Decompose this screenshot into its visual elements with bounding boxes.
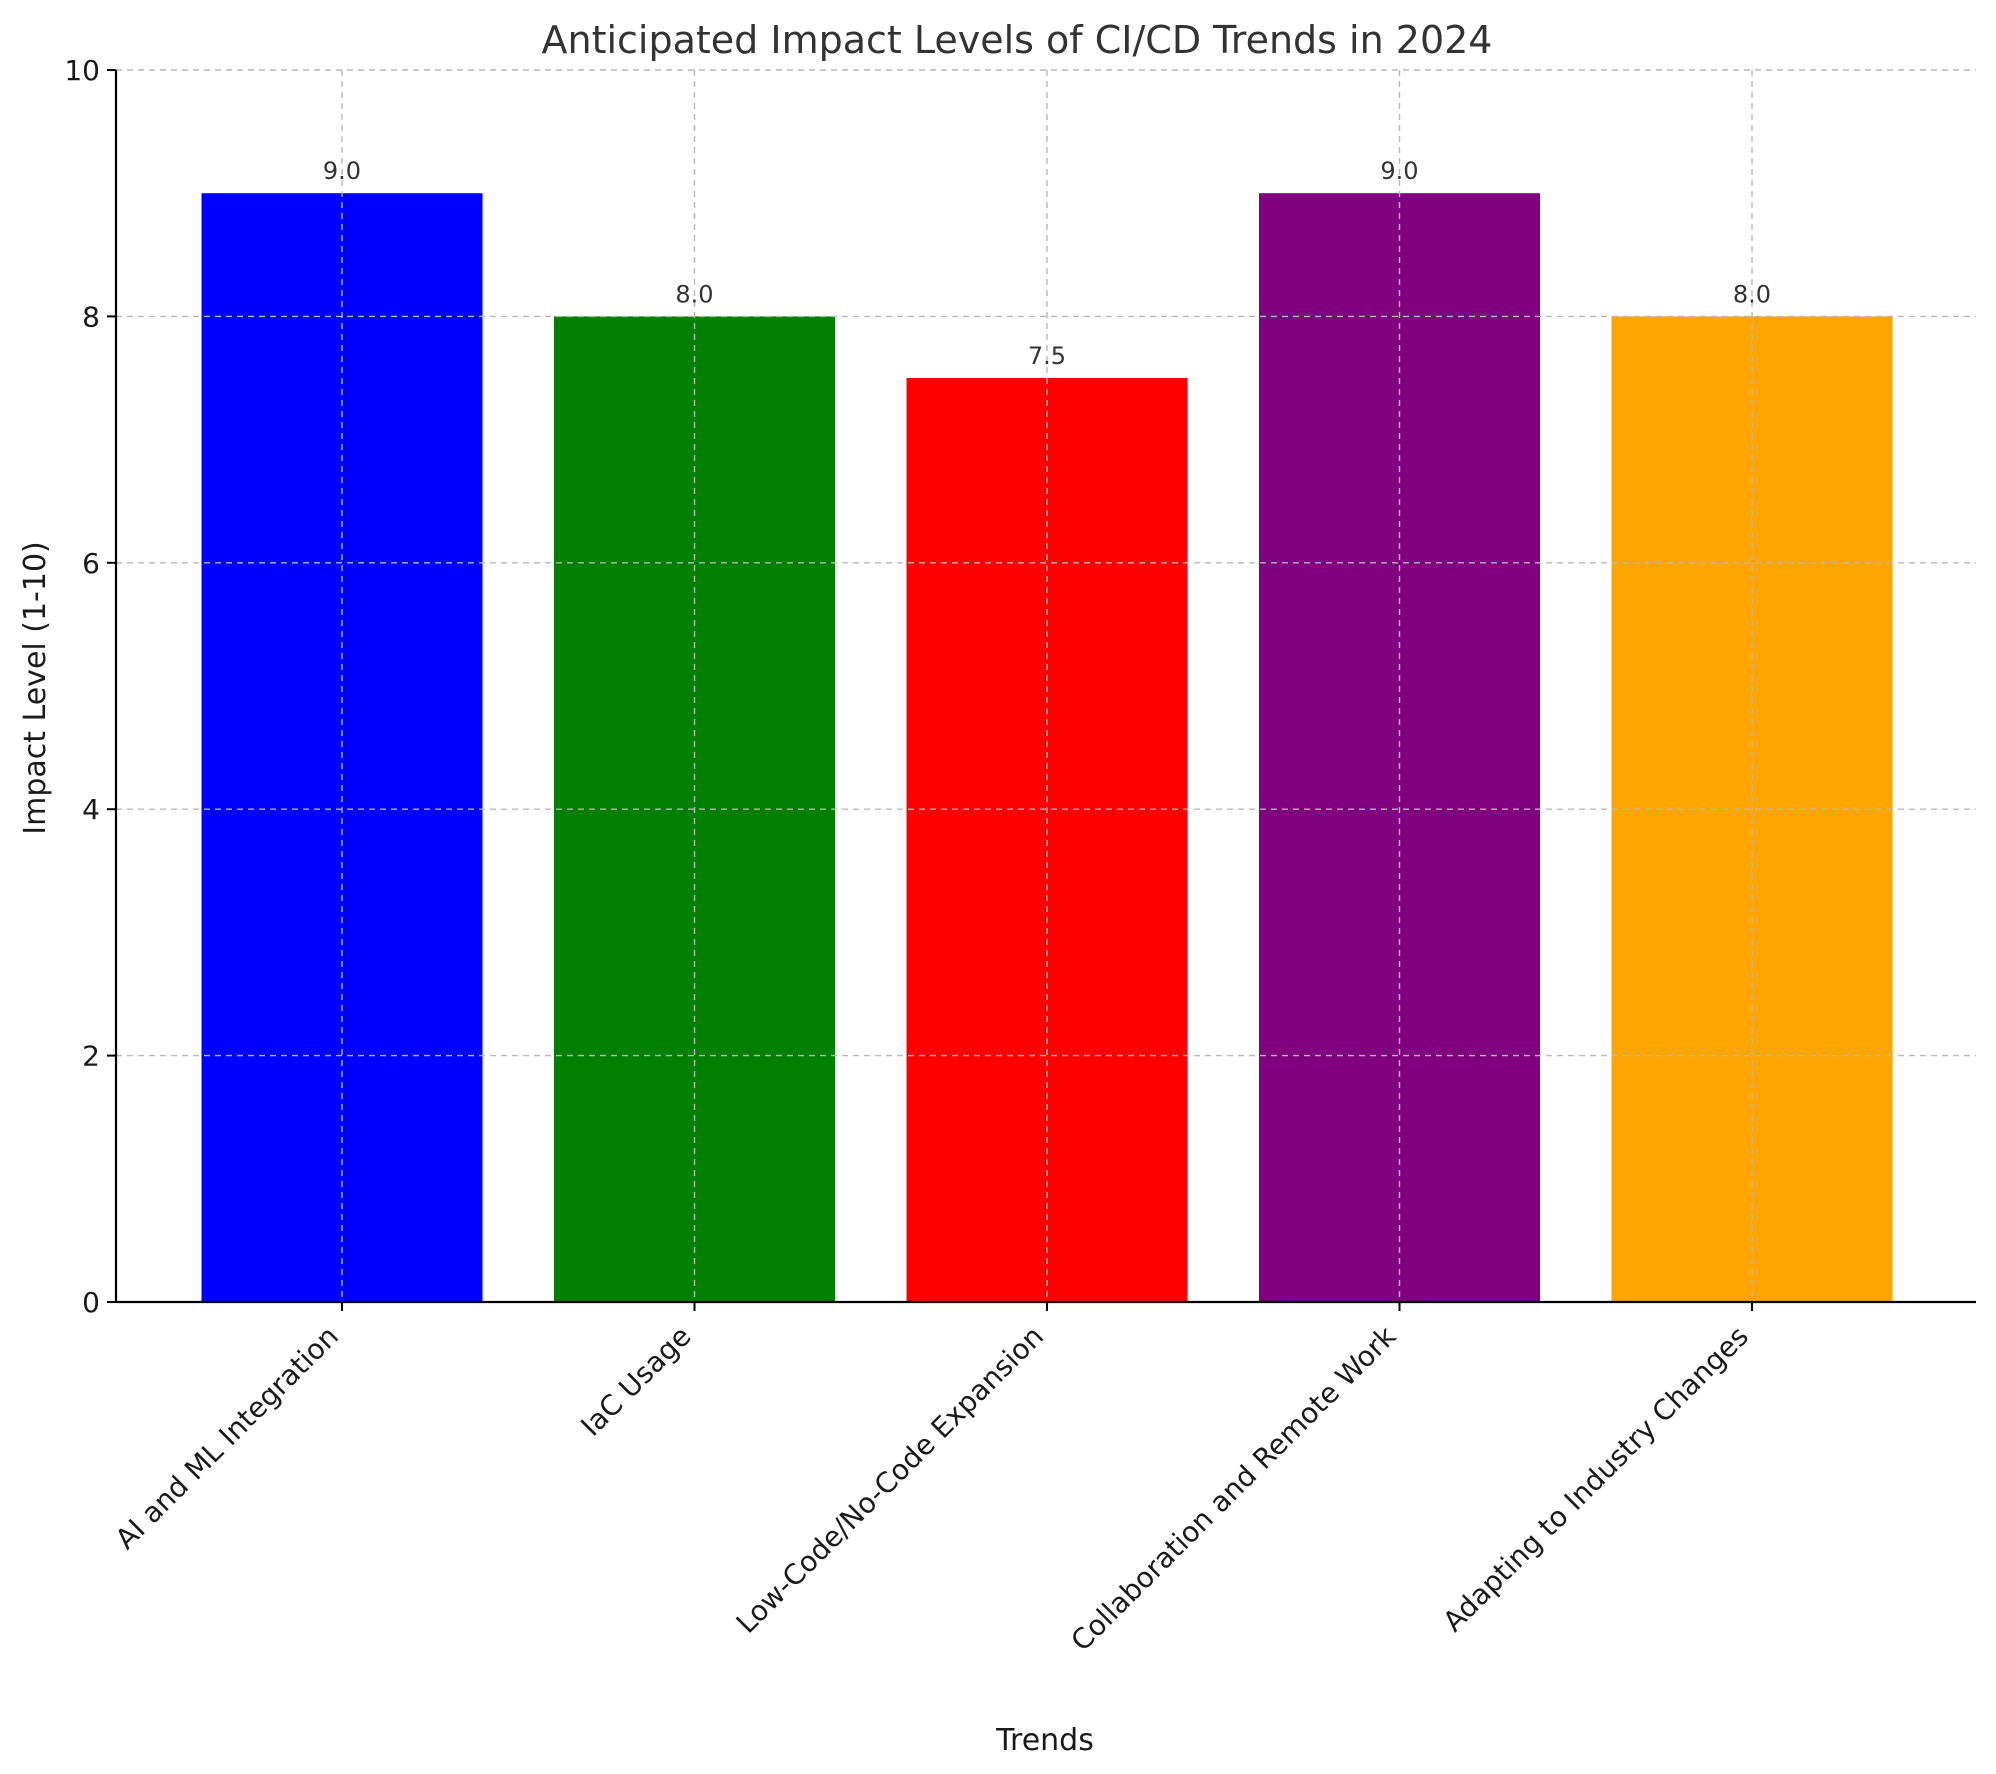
y-tick-label-5: 8 — [82, 300, 100, 333]
y-tick-label-6: 10 — [64, 54, 100, 87]
y-tick-label-1: 0 — [82, 1286, 100, 1319]
bar-value-label-1: 9.0 — [323, 157, 361, 185]
bar-value-label-4: 9.0 — [1380, 157, 1418, 185]
chart-title: Anticipated Impact Levels of CI/CD Trend… — [542, 18, 1493, 62]
y-tick-label-4: 6 — [82, 547, 100, 580]
x-tick-label-4: Collaboration and Remote Work — [1064, 1319, 1402, 1657]
y-axis-title: Impact Level (1-10) — [18, 541, 53, 835]
x-tick-label-2: IaC Usage — [574, 1320, 697, 1443]
x-tick-label-3: Low-Code/No-Code Expansion — [730, 1320, 1050, 1640]
bar-value-label-2: 8.0 — [675, 280, 713, 308]
y-tick-label-3: 4 — [82, 793, 100, 826]
x-tick-label-5: Adapting to Industry Changes — [1436, 1320, 1754, 1638]
x-axis-title: Trends — [995, 1723, 1094, 1758]
data-labels: 9.0 8.0 7.5 9.0 8.0 — [323, 157, 1771, 370]
x-tick-label-1: AI and ML Integration — [109, 1320, 345, 1556]
bar-value-label-3: 7.5 — [1028, 342, 1066, 370]
y-tick-label-2: 2 — [82, 1040, 100, 1073]
bar-value-label-5: 8.0 — [1733, 280, 1771, 308]
